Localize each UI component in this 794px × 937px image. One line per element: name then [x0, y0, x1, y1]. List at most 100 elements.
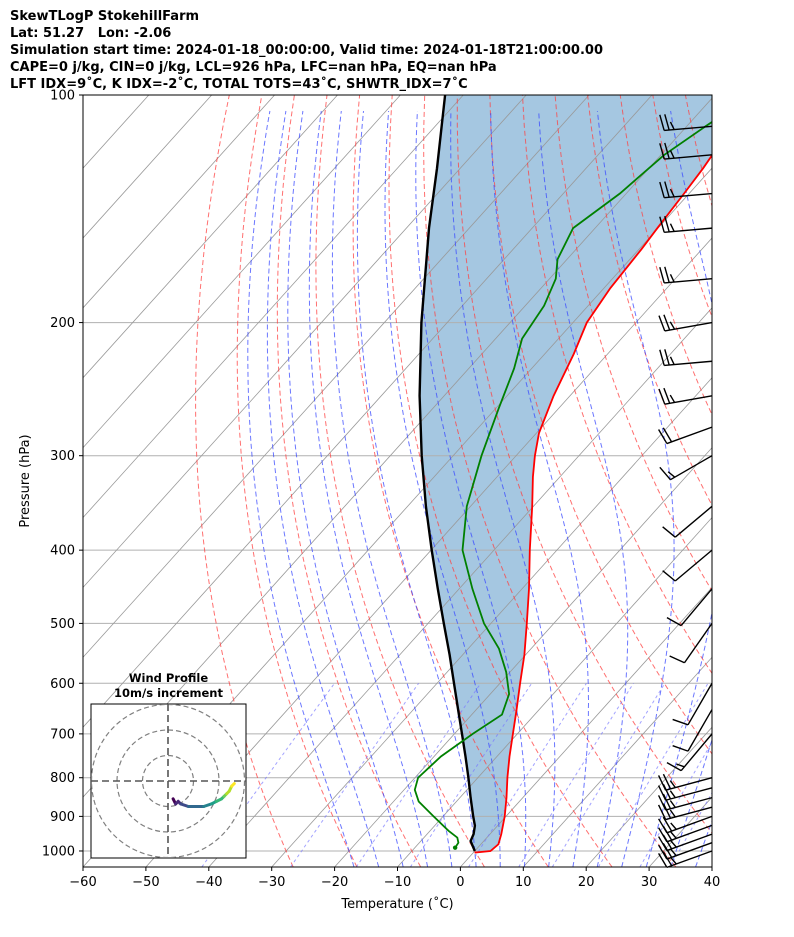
- y-tick-label: 600: [50, 677, 75, 692]
- barb-feather: [670, 857, 677, 865]
- wind-barb: [672, 709, 713, 752]
- indices-line-1: CAPE=0 j/kg, CIN=0 j/kg, LCL=926 hPa, LF…: [10, 60, 497, 75]
- y-tick-label: 800: [50, 771, 75, 786]
- x-tick-label: −40: [195, 875, 222, 890]
- barb-feather: [663, 314, 671, 331]
- cape-fill: [419, 95, 712, 853]
- barb-feather: [669, 790, 676, 799]
- barb-staff: [665, 806, 713, 821]
- location-line: Lat: 51.27 Lon: -2.06: [10, 26, 172, 41]
- barb-staff: [674, 505, 713, 538]
- barb-feather: [662, 773, 672, 790]
- plot-area: [83, 95, 712, 867]
- dewpoint-surface-marker: [452, 845, 458, 850]
- barb-feather: [667, 471, 676, 478]
- barb-feather: [670, 840, 677, 848]
- x-tick-label: −60: [69, 875, 96, 890]
- isotherm-line: [711, 866, 712, 867]
- barb-staff: [664, 321, 713, 332]
- mixing-ratio-line: [518, 683, 634, 867]
- isotherm-line: [83, 95, 464, 519]
- mixing-ratio-line: [669, 791, 712, 867]
- moist-adiabat-line: [695, 819, 712, 867]
- y-axis-label: Pressure (hPa): [18, 434, 33, 527]
- hodograph-ring: [91, 704, 246, 858]
- wind-barb: [658, 426, 713, 445]
- barb-staff: [664, 154, 713, 160]
- wind-barb: [658, 842, 713, 860]
- barb-feather: [664, 114, 670, 131]
- barb-feather: [669, 394, 676, 403]
- barb-feather: [669, 121, 675, 130]
- barb-feather: [664, 349, 670, 366]
- hodograph-trace: [230, 782, 236, 788]
- y-tick-label: 200: [50, 316, 75, 331]
- barb-feather: [666, 616, 682, 627]
- barb-staff: [665, 787, 713, 801]
- barb-feather: [672, 745, 689, 752]
- dry-adiabat-line: [388, 95, 613, 867]
- isotherm-line: [460, 586, 712, 867]
- barb-feather: [666, 762, 682, 772]
- mixing-ratio-line: [639, 741, 712, 867]
- barb-feather: [658, 429, 668, 444]
- x-tick-label: 20: [578, 875, 595, 890]
- time-line: Simulation start time: 2024-01-18_00:00:…: [10, 43, 603, 58]
- barb-feather: [658, 388, 666, 405]
- barb-staff: [666, 833, 713, 852]
- wind-barb: [662, 505, 713, 538]
- parcel-profile-line: [418, 95, 477, 852]
- barb-feather: [659, 181, 665, 198]
- indices-line-2: LFT IDX=9˚C, K IDX=-2˚C, TOTAL TOTS=43˚C…: [10, 77, 468, 92]
- x-tick-label: −30: [258, 875, 285, 890]
- chart-title: SkewTLogP StokehillFarm: [10, 9, 200, 24]
- isotherm-line: [83, 95, 212, 239]
- wind-barb: [659, 181, 713, 199]
- dry-adiabat-line: [195, 95, 294, 867]
- barb-staff: [680, 733, 713, 772]
- barb-feather: [669, 780, 676, 788]
- barb-staff: [664, 125, 713, 132]
- wind-barb: [659, 266, 713, 284]
- barb-staff: [687, 709, 713, 752]
- moist-adiabat-line: [450, 110, 556, 867]
- moist-adiabat-line: [415, 110, 527, 867]
- isotherm-line: [271, 377, 712, 867]
- y-tick-label: 1000: [42, 844, 75, 859]
- barb-feather: [659, 267, 665, 284]
- isotherm-line: [83, 95, 275, 309]
- isotherm-line: [83, 95, 590, 658]
- y-tick-label: 100: [50, 89, 75, 104]
- barb-feather: [663, 387, 671, 404]
- barb-staff: [664, 227, 713, 234]
- moist-adiabat-line: [331, 110, 453, 867]
- dry-adiabat-line: [276, 95, 422, 867]
- wind-barb: [662, 549, 713, 582]
- barb-feather: [658, 853, 668, 868]
- barb-feather: [669, 150, 675, 159]
- wind-barb: [658, 387, 713, 405]
- moist-adiabat-line: [287, 110, 404, 867]
- mixing-ratio-line: [551, 683, 666, 867]
- barb-feather: [672, 718, 689, 726]
- barb-feather: [669, 356, 675, 365]
- temperature-line: [474, 153, 712, 854]
- mixing-ratio-line: [597, 683, 709, 867]
- dry-adiabat-line: [456, 95, 712, 834]
- x-tick-label: −20: [321, 875, 348, 890]
- barb-staff: [665, 796, 713, 811]
- barb-feather: [662, 803, 672, 819]
- barb-feather: [664, 266, 670, 283]
- barb-feather: [662, 570, 676, 582]
- barb-feather: [664, 142, 670, 159]
- barb-staff: [666, 815, 713, 834]
- dry-adiabat-line: [684, 95, 712, 208]
- dry-adiabat-line: [522, 95, 712, 675]
- barb-feather: [657, 795, 667, 811]
- barb-staff: [664, 360, 713, 367]
- isotherm-line: [83, 95, 653, 728]
- dry-adiabat-line: [423, 95, 677, 867]
- isotherm-line: [83, 95, 401, 449]
